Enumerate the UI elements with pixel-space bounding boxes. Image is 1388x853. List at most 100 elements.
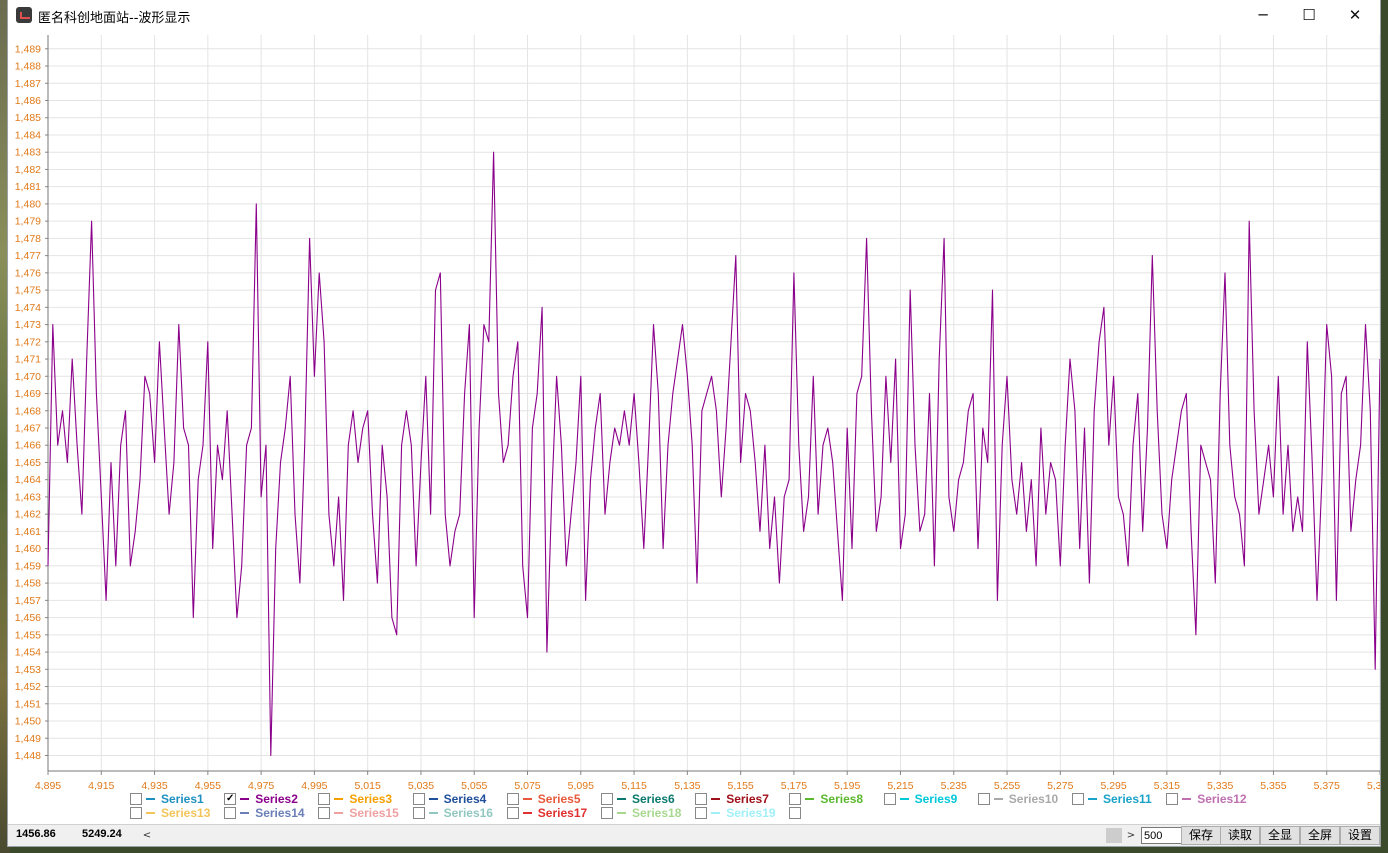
x-tick-label: 5,015 <box>355 780 381 790</box>
horizontal-scrollbar[interactable]: < > <box>140 827 1138 844</box>
legend-swatch <box>522 812 532 814</box>
legend-checkbox[interactable]: ✓ <box>224 793 237 805</box>
legend-swatch <box>240 812 250 814</box>
window-title: 匿名科创地面站--波形显示 <box>38 11 191 26</box>
legend-checkbox[interactable] <box>601 793 613 805</box>
x-tick-label: 5,215 <box>887 780 913 790</box>
legend-label: Series1 <box>161 792 204 806</box>
legend-checkbox[interactable] <box>695 807 708 819</box>
maximize-button[interactable]: ☐ <box>1302 6 1316 24</box>
legend-label: Series8 <box>820 792 864 806</box>
x-tick-label: 5,335 <box>1207 780 1233 790</box>
x-tick-label: 5,255 <box>994 780 1020 790</box>
y-tick-label: 1,448 <box>15 750 41 762</box>
y-tick-label: 1,480 <box>15 198 41 210</box>
y-tick-label: 1,458 <box>15 578 41 590</box>
scroll-left-icon[interactable]: < <box>142 830 152 841</box>
waveform-window: 匿名科创地面站--波形显示 ─ ☐ ✕ 1,489 1,488 1,487 1,486… <box>8 0 1380 846</box>
legend-label: Series11 <box>1103 792 1152 806</box>
y-tick-label: 1,484 <box>15 129 41 141</box>
show-all-button[interactable]: 全显 <box>1260 826 1300 845</box>
legend-swatch <box>522 798 532 800</box>
x-tick-label: 4,895 <box>35 780 61 790</box>
legend-checkbox[interactable] <box>130 793 142 805</box>
legend-checkbox[interactable] <box>789 807 802 819</box>
y-tick-label: 1,460 <box>15 543 41 555</box>
legend-checkbox[interactable] <box>977 793 990 805</box>
legend-checkbox[interactable] <box>506 793 519 805</box>
y-tick-label: 1,473 <box>15 319 41 331</box>
y-tick-label: 1,476 <box>15 267 41 279</box>
x-tick-label: 5,395 <box>1367 780 1380 790</box>
legend-swatch <box>617 812 626 814</box>
chart-svg[interactable]: 1,489 1,488 1,487 1,486 1,485 1,484 1,483 1,482… <box>8 30 1380 792</box>
legend-checkbox[interactable] <box>789 793 802 805</box>
y-tick-label: 1,474 <box>15 302 41 314</box>
y-tick-label: 1,466 <box>15 440 41 452</box>
y-tick-label: 1,489 <box>15 43 41 55</box>
y-tick-label: 1,459 <box>15 560 41 572</box>
legend-swatch <box>711 812 721 814</box>
legend-label: Series15 <box>349 806 399 820</box>
legend-swatch <box>146 798 155 800</box>
legend-checkbox[interactable] <box>601 807 613 819</box>
x-tick-label: 5,295 <box>1100 780 1126 790</box>
x-tick-label: 4,995 <box>301 780 327 790</box>
y-tick-label: 1,475 <box>15 285 41 297</box>
legend-checkbox[interactable] <box>318 793 331 805</box>
y-tick-label: 1,472 <box>15 336 41 348</box>
y-tick-label: 1,453 <box>15 664 41 676</box>
legend-checkbox[interactable] <box>224 807 237 819</box>
x-tick-label: 5,155 <box>727 780 753 790</box>
legend-swatch <box>1088 798 1097 800</box>
legend-checkbox[interactable] <box>130 807 142 819</box>
cursor-x-readout: 5249.24 <box>82 828 122 840</box>
legend-checkbox[interactable] <box>883 793 896 805</box>
legend-swatch <box>428 798 438 800</box>
scroll-right-icon[interactable]: > <box>1126 830 1136 841</box>
x-tick-label: 4,915 <box>88 780 114 790</box>
legend-checkbox[interactable] <box>695 793 708 805</box>
legend-label: Series4 <box>443 792 487 806</box>
legend-label: Series17 <box>537 806 588 820</box>
minimize-button[interactable]: ─ <box>1258 6 1268 24</box>
scroll-thumb[interactable] <box>1106 828 1122 843</box>
desktop-background <box>0 0 10 853</box>
fullscreen-button[interactable]: 全屏 <box>1300 826 1340 845</box>
legend-checkbox[interactable] <box>412 807 425 819</box>
y-tick-label: 1,482 <box>15 164 41 176</box>
x-tick-label: 5,355 <box>1260 780 1286 790</box>
legend-swatch <box>805 798 815 800</box>
settings-button[interactable]: 设置 <box>1340 826 1380 845</box>
x-tick-label: 5,115 <box>621 780 647 790</box>
title-bar[interactable]: 匿名科创地面站--波形显示 ─ ☐ ✕ <box>8 0 1380 30</box>
x-tick-label: 5,275 <box>1047 780 1073 790</box>
y-tick-label: 1,457 <box>15 595 41 607</box>
x-tick-label: 5,035 <box>408 780 434 790</box>
legend-swatch <box>146 812 155 814</box>
legend-swatch <box>240 798 250 800</box>
y-tick-label: 1,469 <box>15 388 41 400</box>
y-tick-label: 1,455 <box>15 629 41 641</box>
y-tick-label: 1,478 <box>15 233 41 245</box>
point-count-input[interactable] <box>1141 827 1183 844</box>
legend-checkbox[interactable] <box>412 793 425 805</box>
legend-checkbox[interactable] <box>1166 793 1179 805</box>
save-button[interactable]: 保存 <box>1181 826 1221 845</box>
y-tick-label: 1,462 <box>15 509 41 521</box>
y-tick-label: 1,450 <box>15 716 41 728</box>
load-button[interactable]: 读取 <box>1220 826 1260 845</box>
x-tick-label: 5,375 <box>1314 780 1340 790</box>
x-tick-label: 4,955 <box>195 780 221 790</box>
y-tick-label: 1,486 <box>15 95 41 107</box>
waveform-chart[interactable]: 1,489 1,488 1,487 1,486 1,485 1,484 1,483 1,482… <box>8 30 1380 818</box>
y-tick-label: 1,468 <box>15 405 41 417</box>
y-tick-label: 1,452 <box>15 681 41 693</box>
legend-checkbox[interactable] <box>1072 793 1084 805</box>
legend-checkbox[interactable] <box>318 807 331 819</box>
close-button[interactable]: ✕ <box>1348 6 1362 24</box>
x-tick-label: 5,315 <box>1154 780 1180 790</box>
legend-label: Series19 <box>726 806 776 820</box>
y-tick-label: 1,467 <box>15 422 41 434</box>
legend-checkbox[interactable] <box>506 807 519 819</box>
